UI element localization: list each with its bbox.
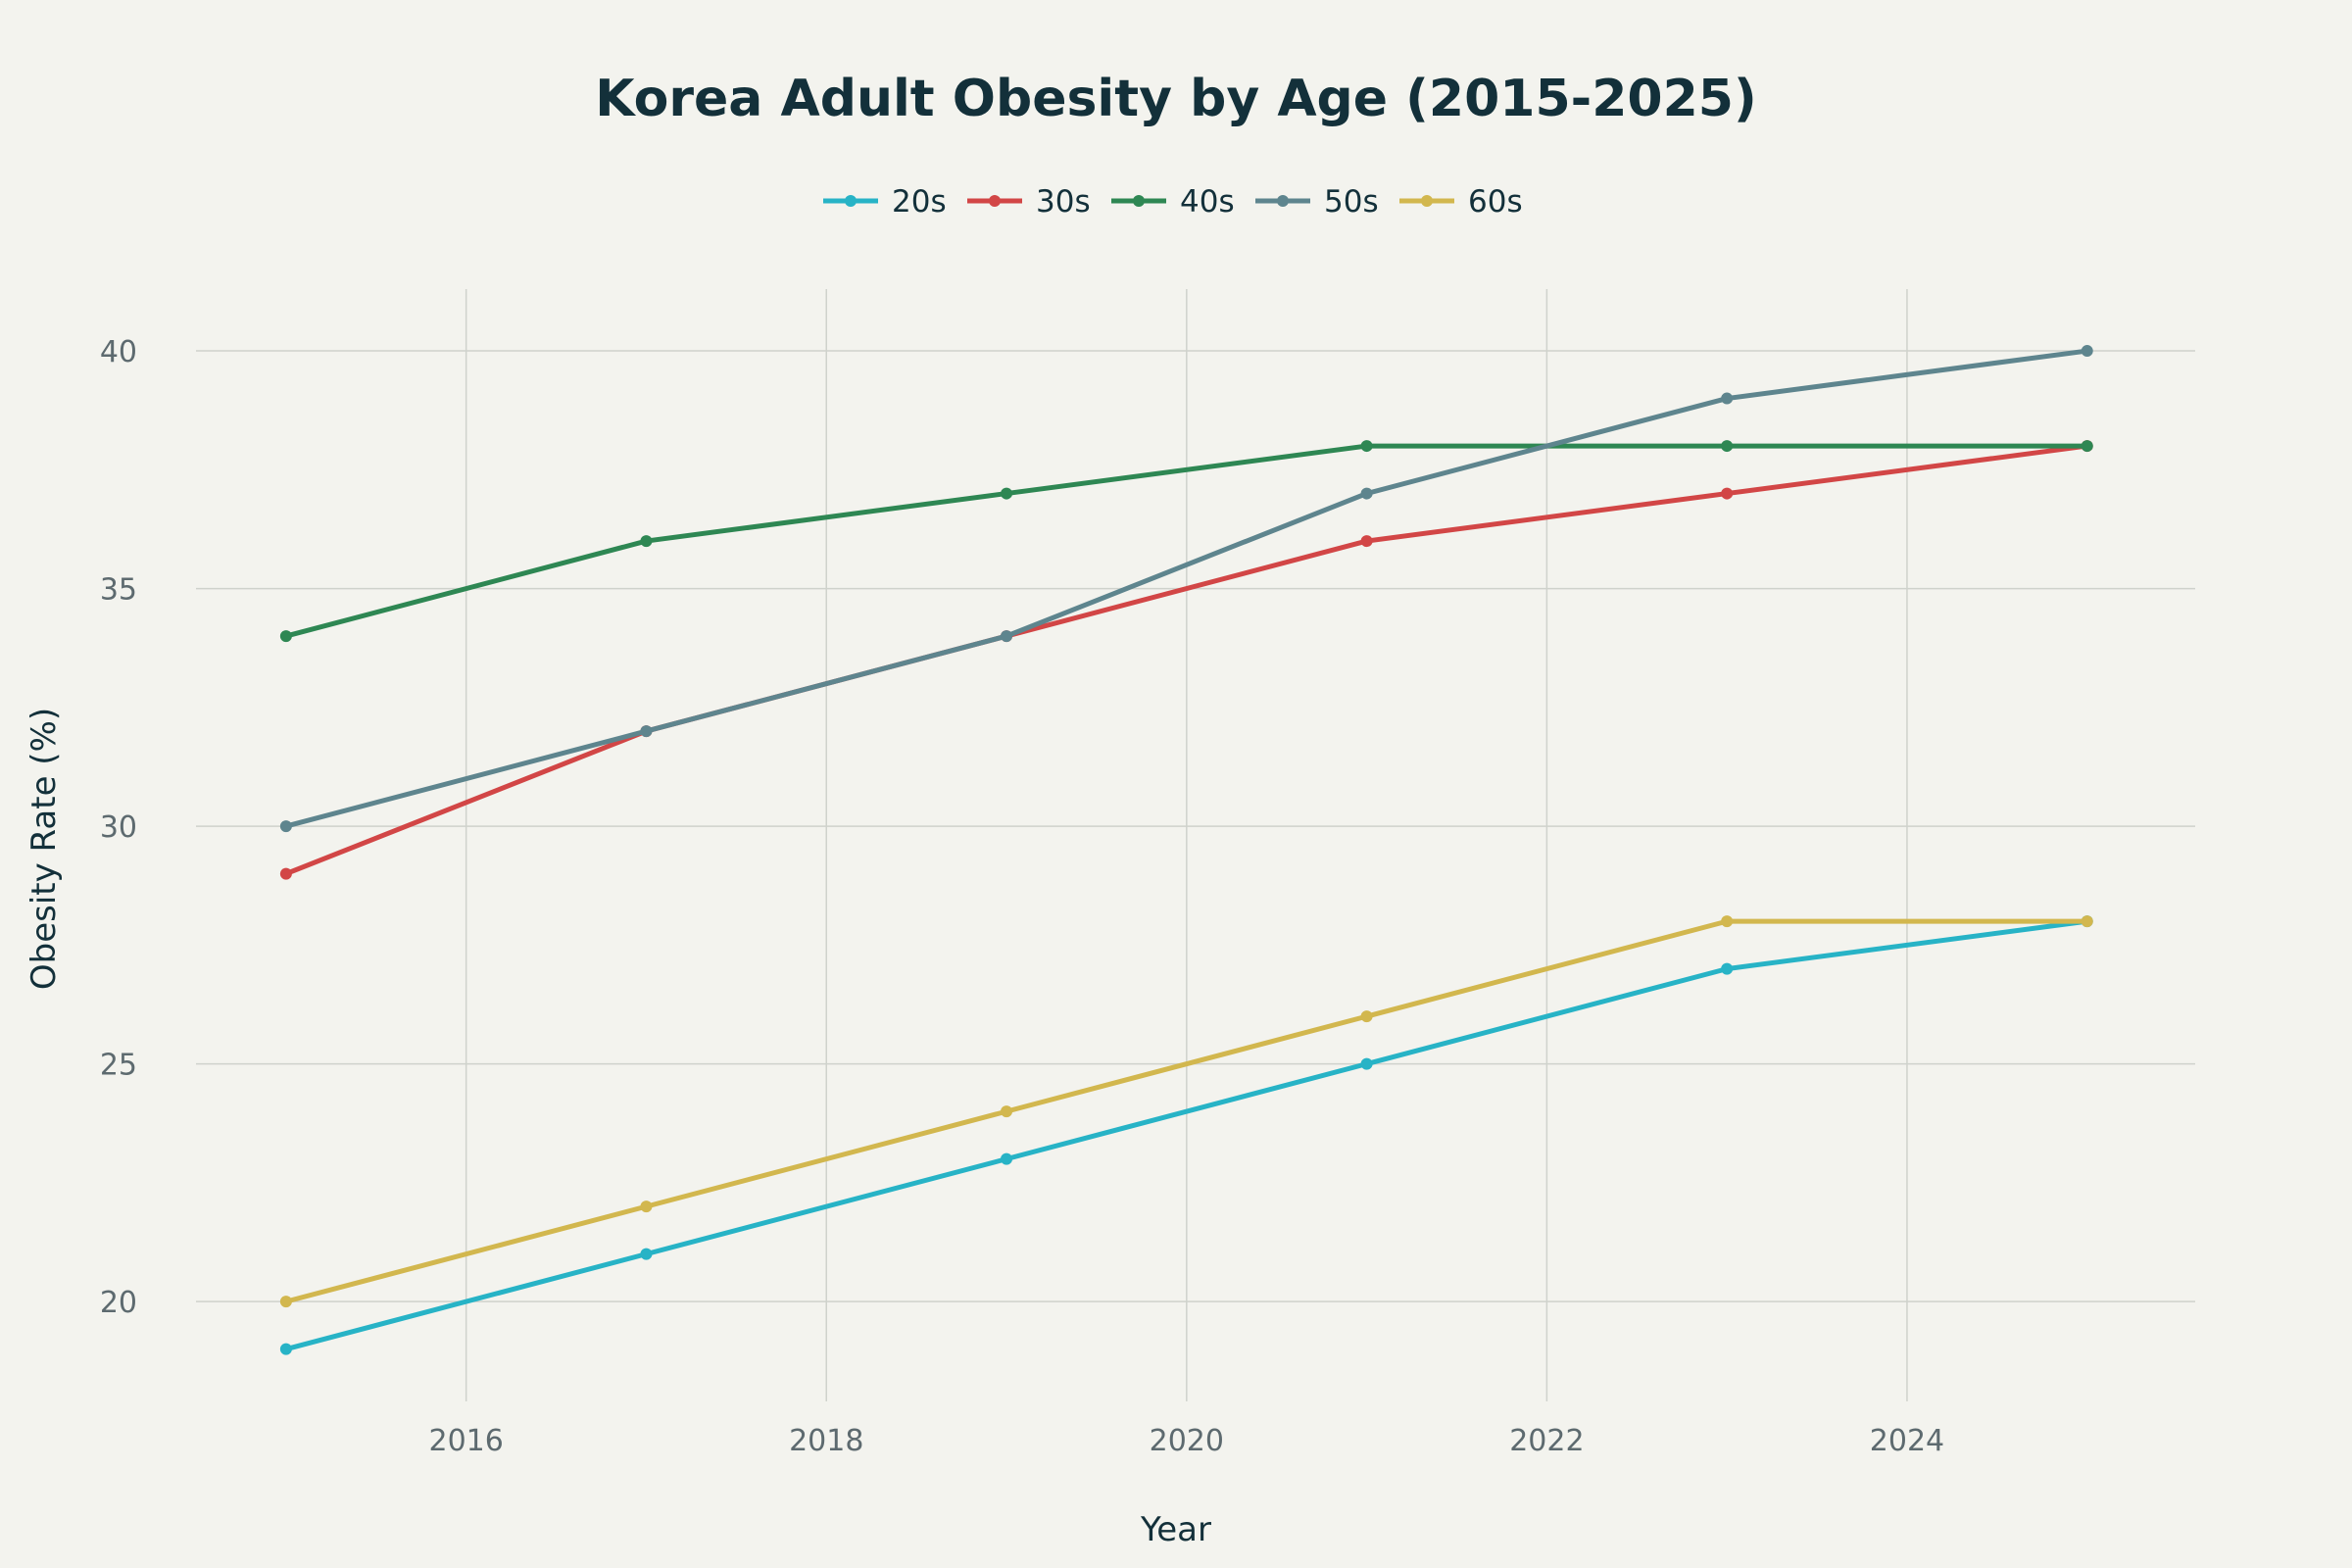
data-point-50s-2021[interactable] [1360,487,1373,500]
data-point-20s-2021[interactable] [1360,1057,1373,1070]
x-tick-label-2018: 2018 [789,1424,863,1458]
x-tick-label-2024: 2024 [1870,1424,1944,1458]
data-point-40s-2023[interactable] [1721,440,1734,453]
legend-item-20s[interactable]: 20s [823,184,947,220]
data-point-60s-2019[interactable] [1001,1105,1013,1118]
data-point-40s-2021[interactable] [1360,440,1373,453]
data-point-20s-2017[interactable] [640,1248,653,1260]
y-axis: 20 25 30 35 40 [100,335,137,1320]
series-40s[interactable] [279,440,2093,643]
data-point-50s-2023[interactable] [1721,392,1734,405]
data-point-60s-2025[interactable] [2081,915,2093,928]
y-tick-label-25: 25 [100,1049,137,1083]
data-point-50s-2019[interactable] [1001,630,1013,643]
series-group [279,345,2093,1355]
legend-marker-60s [1421,195,1433,207]
data-point-20s-2015[interactable] [279,1343,292,1355]
series-line-50s[interactable] [283,348,2090,829]
data-point-40s-2019[interactable] [1001,487,1013,500]
data-point-30s-2015[interactable] [279,867,292,880]
x-axis-title: Year [1140,1510,1211,1549]
y-tick-label-35: 35 [100,573,137,608]
grid [196,289,2195,1401]
legend-label-60s: 60s [1468,184,1523,220]
legend-marker-20s [845,195,857,207]
data-point-60s-2017[interactable] [640,1200,653,1213]
series-line-30s[interactable] [283,443,2090,877]
x-tick-label-2020: 2020 [1150,1424,1224,1458]
data-point-20s-2023[interactable] [1721,962,1734,975]
data-point-60s-2015[interactable] [279,1296,292,1308]
legend-marker-40s [1133,195,1145,207]
chart-title: Korea Adult Obesity by Age (2015-2025) [595,70,1756,128]
x-tick-label-2022: 2022 [1509,1424,1584,1458]
data-point-60s-2021[interactable] [1360,1010,1373,1023]
data-point-60s-2023[interactable] [1721,915,1734,928]
data-point-30s-2021[interactable] [1360,535,1373,548]
series-60s[interactable] [279,915,2093,1308]
y-axis-title: Obesity Rate (%) [24,708,64,990]
data-point-40s-2025[interactable] [2081,440,2093,453]
data-point-50s-2025[interactable] [2081,345,2093,358]
legend-label-30s: 30s [1036,184,1091,220]
legend-label-50s: 50s [1324,184,1379,220]
legend-label-20s: 20s [892,184,947,220]
legend-item-60s[interactable]: 60s [1399,184,1523,220]
legend[interactable]: 20s 30s 40s 50s 60s [823,184,1523,220]
series-50s[interactable] [279,345,2093,833]
legend-marker-30s [989,195,1001,207]
legend-item-40s[interactable]: 40s [1111,184,1235,220]
data-point-40s-2015[interactable] [279,630,292,643]
legend-marker-50s [1277,195,1289,207]
data-point-50s-2015[interactable] [279,820,292,833]
y-tick-label-40: 40 [100,335,137,369]
data-point-40s-2017[interactable] [640,535,653,548]
x-tick-label-2016: 2016 [428,1424,503,1458]
data-point-30s-2023[interactable] [1721,487,1734,500]
series-line-20s[interactable] [283,918,2090,1352]
series-line-40s[interactable] [283,443,2090,639]
data-point-20s-2019[interactable] [1001,1152,1013,1165]
y-tick-label-20: 20 [100,1286,137,1320]
y-tick-label-30: 30 [100,810,137,845]
x-axis: 2016 2018 2020 2022 2024 [428,1424,1944,1458]
legend-item-30s[interactable]: 30s [967,184,1091,220]
series-line-60s[interactable] [283,918,2090,1304]
legend-label-40s: 40s [1180,184,1235,220]
data-point-50s-2017[interactable] [640,725,653,738]
legend-item-50s[interactable]: 50s [1255,184,1379,220]
